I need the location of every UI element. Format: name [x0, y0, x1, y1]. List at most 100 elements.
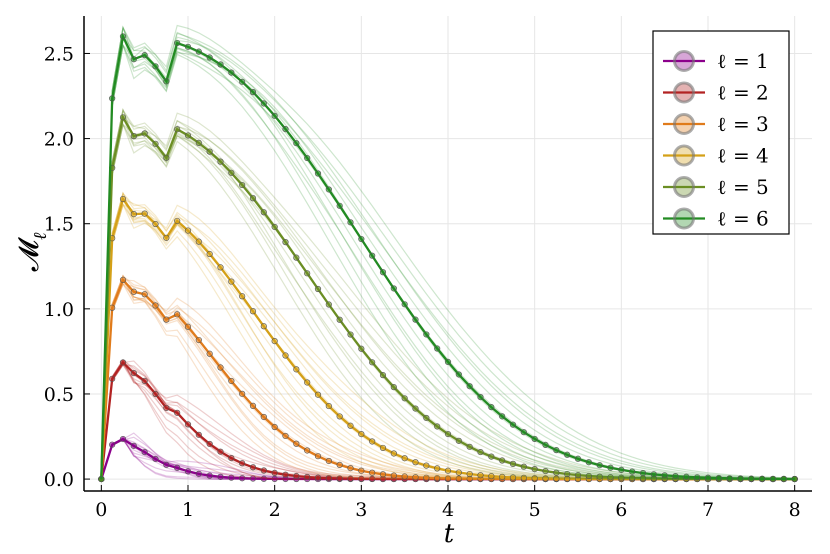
data-point: [293, 140, 300, 147]
data-point: [206, 350, 213, 357]
data-point: [369, 252, 376, 259]
sample-line: [100, 115, 795, 480]
data-point: [174, 217, 181, 225]
data-point: [109, 441, 116, 448]
data-point: [401, 473, 408, 480]
data-point: [195, 431, 202, 438]
data-point: [314, 170, 322, 177]
data-point: [629, 468, 636, 475]
data-point: [195, 470, 202, 477]
data-point: [737, 475, 744, 482]
data-point: [239, 293, 246, 300]
legend-label: ℓ = 2: [717, 81, 769, 105]
data-point: [520, 429, 527, 436]
data-point: [325, 475, 332, 482]
data-point: [520, 474, 527, 481]
y-tick-label: 1.0: [44, 299, 74, 321]
data-point: [336, 461, 343, 469]
data-point: [174, 311, 181, 318]
data-point: [119, 114, 127, 121]
legend: ℓ = 1 ℓ = 2 ℓ = 3 ℓ = 4 ℓ = 5 ℓ = 6: [652, 30, 790, 235]
data-point: [152, 390, 159, 398]
data-point: [282, 471, 289, 478]
data-point: [618, 474, 625, 481]
legend-item: ℓ = 2: [663, 81, 769, 105]
sample-line: [100, 24, 795, 480]
data-point: [564, 470, 571, 478]
data-point: [206, 148, 213, 155]
data-point: [585, 472, 592, 480]
legend-marker: [673, 207, 695, 230]
data-point: [520, 463, 527, 470]
data-point: [184, 421, 192, 428]
data-point: [423, 414, 430, 422]
data-point: [531, 475, 538, 482]
sample-line: [100, 34, 795, 480]
data-point: [271, 423, 278, 431]
data-point: [347, 331, 354, 338]
data-point: [293, 366, 300, 373]
data-point: [347, 219, 354, 226]
data-point: [379, 372, 387, 379]
data-point: [314, 285, 322, 293]
data-point: [618, 466, 625, 473]
data-point: [163, 78, 170, 85]
data-point: [542, 441, 549, 448]
data-point: [596, 462, 603, 469]
axes: [83, 16, 812, 492]
sample-line: [100, 34, 795, 480]
y-axis-title-main: 𝓜: [12, 236, 45, 271]
data-point: [455, 469, 462, 476]
data-point: [759, 475, 766, 482]
legend-item: ℓ = 6: [663, 207, 769, 231]
data-point: [379, 269, 387, 276]
data-point: [163, 316, 170, 323]
legend-label: ℓ = 6: [717, 207, 769, 231]
data-point: [336, 475, 343, 482]
data-point: [174, 126, 181, 133]
data-point: [412, 474, 419, 481]
data-point: [249, 195, 257, 202]
x-tick-label: 5: [529, 499, 541, 521]
data-point: [239, 390, 246, 397]
data-point: [564, 451, 571, 458]
data-point: [661, 472, 668, 479]
data-point: [239, 460, 246, 467]
data-point: [206, 54, 213, 61]
data-point: [98, 475, 105, 483]
data-point: [163, 234, 170, 241]
data-point: [206, 250, 213, 258]
data-point: [141, 449, 148, 456]
data-point: [217, 364, 224, 371]
data-point: [152, 63, 159, 70]
data-point: [347, 422, 354, 429]
data-point: [184, 323, 192, 330]
y-tick-label: 0.5: [44, 384, 74, 406]
data-point: [769, 475, 777, 482]
data-point: [347, 465, 354, 472]
legend-item: ℓ = 4: [663, 144, 769, 168]
legend-label: ℓ = 1: [717, 49, 769, 73]
data-point: [444, 467, 452, 474]
data-point: [249, 402, 257, 409]
data-point: [553, 475, 560, 482]
sample-line: [100, 45, 795, 480]
data-point: [358, 475, 365, 482]
x-tick-label: 0: [95, 499, 107, 521]
series-lines: [98, 24, 798, 483]
data-point: [163, 404, 170, 412]
x-tick-label: 4: [442, 499, 454, 521]
data-point: [260, 209, 267, 216]
data-point: [412, 405, 419, 412]
data-point: [249, 89, 257, 96]
y-tick-label: 1.5: [44, 214, 74, 236]
data-point: [423, 331, 430, 338]
data-point: [293, 254, 300, 261]
data-point: [325, 301, 332, 308]
data-point: [553, 469, 560, 476]
data-point: [282, 432, 289, 440]
data-point: [228, 169, 235, 176]
data-point: [455, 371, 462, 378]
data-point: [293, 440, 300, 447]
data-point: [542, 475, 549, 482]
